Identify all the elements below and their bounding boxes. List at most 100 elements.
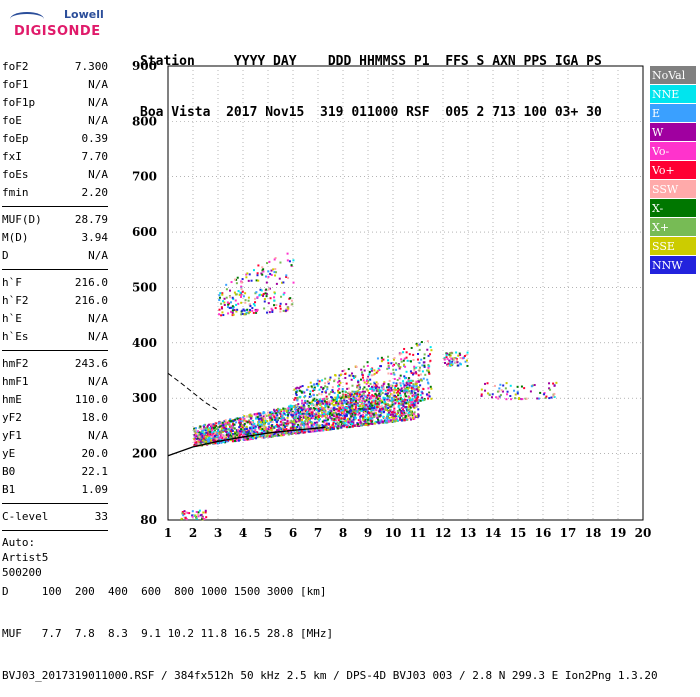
echo-point [382,416,385,419]
param-value: 110.0 [74,393,108,406]
echo-point [308,428,311,431]
echo-point [290,299,293,302]
echo-point [411,416,414,419]
echo-point [352,418,355,421]
param-row-hmf1: hmF1 N/A [2,373,108,391]
echo-point [454,357,457,360]
echo-point [349,411,352,414]
y-tick-label: 500 [132,280,157,294]
echo-point [394,414,397,417]
echo-point [491,393,494,396]
echo-point [195,435,198,438]
echo-point [408,416,411,419]
echo-point [340,396,343,399]
echo-point [230,426,233,429]
echo-point [346,412,349,415]
echo-point [199,437,202,440]
echo-point [264,418,267,421]
echo-point [325,415,328,418]
echo-point [304,420,307,423]
echo-point [358,412,361,415]
echo-point [351,405,354,408]
echo-point [390,387,393,390]
echo-point [353,408,356,411]
echo-point [363,415,366,418]
echo-point [310,417,313,420]
echo-point [220,302,223,305]
x-tick-label: 15 [510,526,527,540]
echo-point [490,396,493,399]
echo-point [414,395,417,398]
echo-point [327,407,330,410]
echo-point [318,428,321,431]
echo-point [337,391,340,394]
echo-point [349,393,352,396]
x-tick-label: 19 [610,526,627,540]
echo-point [241,430,244,433]
echo-point [262,411,265,414]
echo-point [286,420,289,423]
param-value: N/A [88,78,108,91]
echo-point [211,426,214,429]
echo-point [238,433,241,436]
echo-point [257,420,260,423]
echo-point [220,436,223,439]
echo-point [320,406,323,409]
echo-point [340,417,343,420]
echo-point [427,382,430,385]
echo-point [212,430,215,433]
echo-point [362,418,365,421]
echo-point [399,366,402,369]
echo-point [248,422,251,425]
echo-point [325,401,328,404]
echo-point [320,429,323,432]
echo-point [400,360,403,363]
echo-point [241,278,244,281]
echo-point [205,431,208,434]
echo-point [283,409,286,412]
echo-point [258,427,261,430]
y-tick-label: 400 [132,336,157,350]
echo-point [297,403,300,406]
echo-point [284,309,287,312]
echo-point [225,429,228,432]
echo-point [239,420,242,423]
echo-point [347,395,350,398]
echo-point [224,425,227,428]
echo-point [199,433,202,436]
echo-point [212,423,215,426]
echo-point [403,411,406,414]
echo-point [343,401,346,404]
echo-point [250,417,253,420]
x-tick-label: 10 [385,526,402,540]
echo-point [184,516,187,519]
echo-point [368,370,371,373]
echo-point [262,292,265,295]
echo-point [412,358,415,361]
param-value: 0.39 [81,132,109,145]
echo-point [282,424,285,427]
echo-point [324,377,327,380]
echo-point [389,410,392,413]
echo-point [381,386,384,389]
echo-point [221,292,224,295]
echo-point [206,434,209,437]
echo-point [346,387,349,390]
echo-point [416,386,419,389]
echo-point [261,428,264,431]
echo-point [269,428,272,431]
echo-point [202,429,205,432]
echo-point [228,295,231,298]
echo-point [372,395,375,398]
echo-point [402,400,405,403]
param-row-b0: B0 22.1 [2,463,108,481]
echo-cluster-e-low [180,509,208,521]
echo-point [525,397,528,400]
echo-point [394,418,397,421]
echo-point [249,413,252,416]
echo-point [456,361,459,364]
echo-point [309,390,312,393]
echo-point [351,404,354,407]
echo-point [234,299,237,302]
echo-point [293,419,296,422]
